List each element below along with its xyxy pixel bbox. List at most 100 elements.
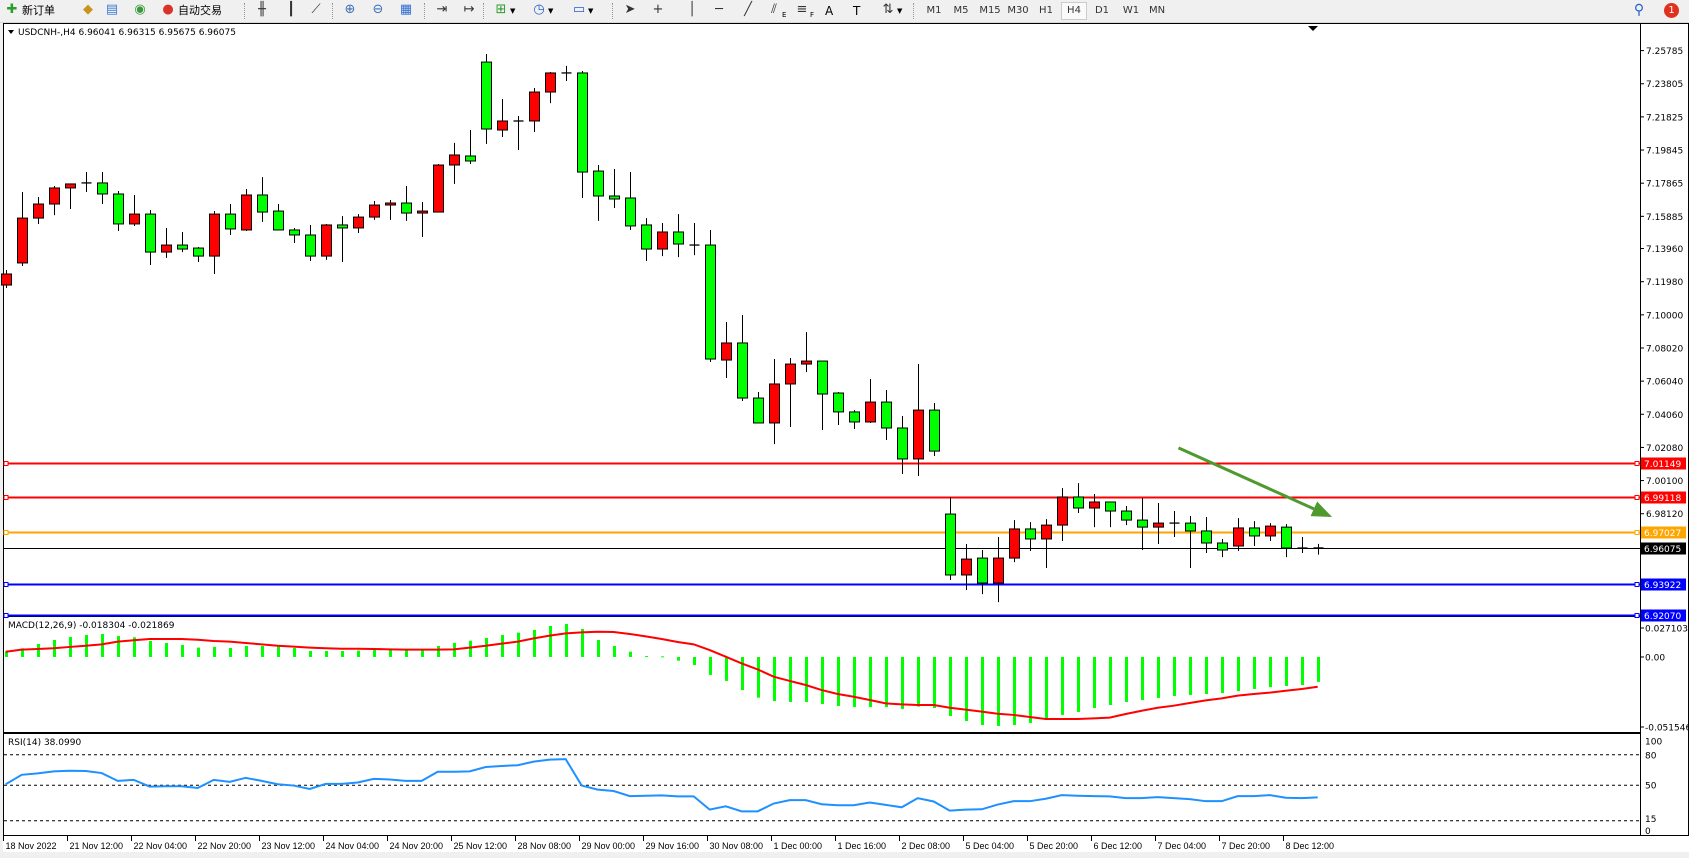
candle-body <box>241 194 252 231</box>
line-handle[interactable] <box>3 495 9 500</box>
crosshair-button[interactable]: + <box>650 2 666 20</box>
chart-shift-marker[interactable] <box>1308 26 1318 31</box>
price-axis-label: 7.04060 <box>1646 411 1683 421</box>
candle-body <box>657 231 668 250</box>
macd-histogram-bar <box>917 657 920 707</box>
search-button[interactable]: ⚲ <box>1631 2 1647 20</box>
candle <box>769 359 780 445</box>
macd-histogram-bar <box>197 647 200 657</box>
line-handle[interactable] <box>1634 613 1640 618</box>
macd-histogram-bar <box>565 623 568 657</box>
text-button[interactable]: A <box>823 2 833 20</box>
macd-histogram-bar <box>1029 657 1032 723</box>
trendline-button[interactable]: ╱ <box>740 2 756 20</box>
candle-body <box>305 234 316 257</box>
periods-clock-button[interactable]: ◷ ▼ <box>531 2 553 20</box>
data-window-button[interactable]: ▤ <box>104 2 120 20</box>
macd-histogram-bar <box>645 656 648 658</box>
chart-shift-button[interactable]: ⇥ <box>434 2 450 20</box>
horizontal-line[interactable]: 6.99118 <box>3 491 1686 505</box>
trend-arrow-head[interactable] <box>1310 501 1333 518</box>
cursor-button[interactable]: ➤ <box>622 2 638 20</box>
price-axis-label: 7.23805 <box>1646 80 1683 90</box>
main-toolbar: ✚ 新订单 ◆ ▤ ◉ ● 自动交易 ╫ ┃ ⟋ ⊕ ⊖ ▦ ⇥ ↦ ⊞ ▼ ◷ ▼ ▭ ▼ ➤ + │ ─ ╱ ⫽ E ≡ F A T ⇅ ▼ M… <box>0 0 1689 23</box>
candle <box>785 358 796 427</box>
line-handle[interactable] <box>3 613 9 618</box>
line-handle[interactable] <box>1634 530 1640 535</box>
macd-histogram-bar <box>485 637 488 657</box>
horizontal-line[interactable]: 7.01149 <box>3 457 1686 471</box>
line-handle[interactable] <box>3 461 9 466</box>
indicators-button[interactable]: ⊞ ▼ <box>493 2 516 20</box>
macd-histogram-bar <box>21 648 24 657</box>
line-handle[interactable] <box>3 530 9 535</box>
timeframe-mn[interactable]: MN <box>1148 5 1166 16</box>
candle <box>849 410 860 430</box>
tile-windows-button[interactable]: ▦ <box>398 2 414 20</box>
timeframe-m30[interactable]: M30 <box>1007 5 1029 16</box>
zoom-in-button[interactable]: ⊕ <box>342 2 358 20</box>
horizontal-line[interactable]: 6.93922 <box>3 578 1686 592</box>
candle <box>1233 518 1244 552</box>
symbol-menu-icon[interactable] <box>8 30 14 34</box>
timeframe-d1[interactable]: D1 <box>1094 5 1110 16</box>
candle <box>689 222 700 256</box>
timeframe-h4[interactable]: H4 <box>1061 2 1087 20</box>
timeframe-w1[interactable]: W1 <box>1122 5 1140 16</box>
candle <box>865 378 876 423</box>
auto-scroll-icon: ↦ <box>463 2 475 17</box>
timeframe-h1[interactable]: H1 <box>1039 5 1053 16</box>
auto-trading-button[interactable]: ● 自动交易 <box>160 2 222 20</box>
line-handle[interactable] <box>1634 495 1640 500</box>
macd-histogram-bar <box>741 657 744 691</box>
candle-body <box>433 164 444 213</box>
line-chart-button[interactable]: ⟋ <box>308 2 324 20</box>
fibonacci-button[interactable]: ≡ F <box>794 2 814 20</box>
macd-histogram-bar <box>421 650 424 657</box>
trend-arrow-line[interactable] <box>1177 446 1315 511</box>
line-handle[interactable] <box>3 582 9 587</box>
candle-body <box>929 409 940 452</box>
time-axis-label: 25 Nov 12:00 <box>454 841 508 851</box>
new-order-button[interactable]: ✚ 新订单 <box>4 2 55 20</box>
horizontal-line[interactable]: 6.97027 <box>3 526 1686 540</box>
macd-histogram-bar <box>229 648 232 657</box>
arrows-button[interactable]: ⇅ ▼ <box>880 2 903 20</box>
candle-body <box>33 203 44 219</box>
candlestick-button[interactable]: ┃ <box>283 2 299 20</box>
auto-scroll-button[interactable]: ↦ <box>461 2 477 20</box>
candle-body <box>1233 527 1244 547</box>
candle-body <box>705 244 716 360</box>
bar-chart-button[interactable]: ╫ <box>254 2 270 20</box>
horizontal-line-button[interactable]: ─ <box>711 2 727 20</box>
time-axis-label: 30 Nov 08:00 <box>710 841 764 851</box>
macd-histogram-bar <box>341 651 344 657</box>
macd-histogram-bar <box>325 651 328 657</box>
equidistant-channel-button[interactable]: ⫽ E <box>766 2 786 20</box>
candle <box>993 536 1004 603</box>
market-watch-button[interactable]: ◆ <box>80 2 96 20</box>
candle-body <box>977 557 988 584</box>
macd-histogram-bar <box>1205 657 1208 694</box>
zoom-out-button[interactable]: ⊖ <box>370 2 386 20</box>
timeframe-m15[interactable]: M15 <box>979 5 1001 16</box>
price-axis-label: 7.08020 <box>1646 344 1683 354</box>
macd-histogram-bar <box>757 657 760 698</box>
notifications-button[interactable]: 1 <box>1664 1 1679 19</box>
cursor-icon: ➤ <box>624 2 636 17</box>
candle <box>1089 493 1100 528</box>
line-handle[interactable] <box>1634 582 1640 587</box>
price-axis-label: 7.00100 <box>1646 477 1683 487</box>
timeframe-m5[interactable]: M5 <box>953 5 969 16</box>
vertical-line-button[interactable]: │ <box>684 2 700 20</box>
horizontal-line[interactable]: 6.92070 <box>3 609 1686 623</box>
templates-button[interactable]: ▭ ▼ <box>571 2 594 20</box>
text-label-button[interactable]: T <box>851 2 860 20</box>
time-axis-label: 22 Nov 20:00 <box>198 841 252 851</box>
candle <box>161 227 172 258</box>
signals-button[interactable]: ◉ <box>132 2 148 20</box>
line-handle[interactable] <box>1634 461 1640 466</box>
timeframe-m1[interactable]: M1 <box>926 5 942 16</box>
macd-histogram-bar <box>1237 657 1240 691</box>
